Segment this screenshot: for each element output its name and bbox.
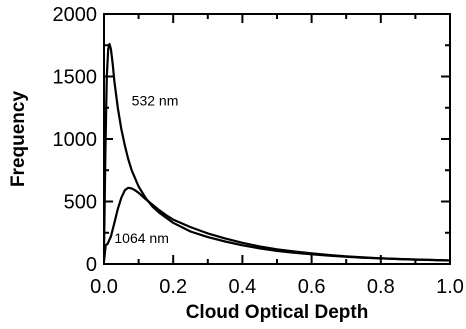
- x-tick-label: 0.8: [367, 276, 395, 298]
- y-axis-label: Frequency: [8, 91, 29, 188]
- y-tick-label: 0: [86, 254, 97, 276]
- x-axis-label: Cloud Optical Depth: [186, 302, 369, 323]
- series-line-1064nm: [102, 186, 451, 262]
- y-tick-label: 1000: [53, 129, 98, 151]
- y-tick-label: 500: [64, 192, 97, 214]
- x-tick-label: 0.0: [90, 276, 118, 298]
- series-annotation: 1064 nm: [114, 230, 168, 246]
- x-tick-label: 0.6: [298, 276, 326, 298]
- x-tick-label: 1.0: [436, 276, 464, 298]
- plot-series: [102, 42, 451, 262]
- plot-annotations: 532 nm 1064 nm: [114, 92, 178, 246]
- x-tick-label: 0.4: [228, 276, 256, 298]
- series-line-532nm: [102, 42, 451, 262]
- x-tick-label: 0.2: [159, 276, 187, 298]
- y-tick-label: 1500: [53, 67, 98, 89]
- series-annotation: 532 nm: [132, 92, 179, 108]
- y-tick-label: 2000: [53, 4, 98, 26]
- plot-frame: [103, 13, 451, 265]
- plot-axes: 0.0 0.2 0.4 0.6 0.8 1.0 0 500 1000 1500 2000: [53, 4, 464, 298]
